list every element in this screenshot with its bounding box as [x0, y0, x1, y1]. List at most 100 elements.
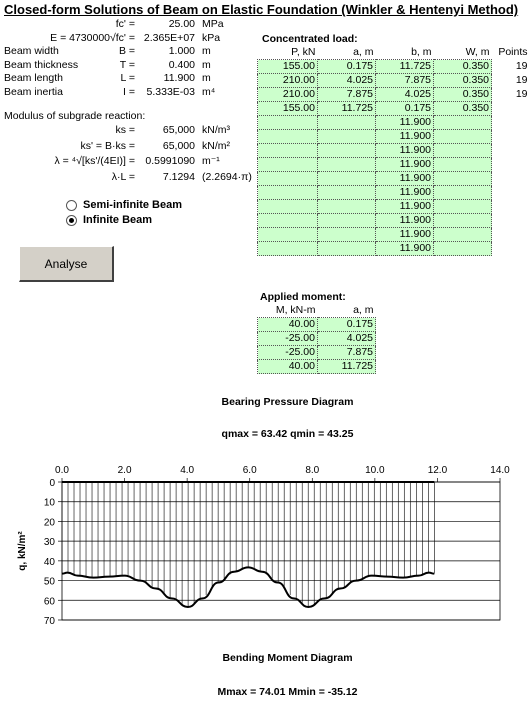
- conc-cell[interactable]: 0.175: [317, 59, 376, 74]
- conc-cell[interactable]: 11.725: [317, 101, 376, 116]
- conc-cell[interactable]: 0.350: [433, 59, 492, 74]
- series-line: [61, 566, 435, 608]
- conc-cell[interactable]: [257, 185, 318, 200]
- conc-cell[interactable]: [257, 199, 318, 214]
- moment-cell[interactable]: 7.875: [317, 345, 376, 360]
- table-row: 11.900: [257, 199, 531, 214]
- param-unit: m: [202, 72, 211, 84]
- semi-infinite-option[interactable]: Semi-infinite Beam: [66, 199, 182, 211]
- conc-cell[interactable]: [257, 213, 318, 228]
- conc-cell[interactable]: 155.00: [257, 59, 318, 74]
- conc-cell[interactable]: [433, 171, 492, 186]
- param-unit: MPa: [202, 18, 224, 30]
- param-value: 5.333E-03: [146, 85, 195, 98]
- x-tick-label: 2.0: [118, 465, 132, 476]
- moment-cell[interactable]: 40.00: [257, 317, 318, 332]
- conc-cell[interactable]: [257, 227, 318, 242]
- conc-cell[interactable]: [317, 185, 376, 200]
- semi-infinite-label: Semi-infinite Beam: [83, 199, 183, 211]
- x-tick-label: 8.0: [305, 465, 319, 476]
- conc-cell[interactable]: [257, 129, 318, 144]
- conc-cell[interactable]: [317, 171, 376, 186]
- moment-cell[interactable]: -25.00: [257, 345, 318, 360]
- param-value: 25.00: [168, 18, 195, 30]
- conc-cell[interactable]: [433, 157, 492, 172]
- conc-cell[interactable]: [433, 115, 492, 130]
- moment-cell[interactable]: 0.175: [317, 317, 376, 332]
- table-row: 11.900: [257, 227, 531, 242]
- moment-cell[interactable]: 11.725: [317, 359, 376, 374]
- conc-cell: [492, 186, 531, 200]
- conc-cell[interactable]: 0.350: [433, 73, 492, 88]
- conc-cell[interactable]: 210.00: [257, 87, 318, 102]
- conc-cell[interactable]: [257, 143, 318, 158]
- conc-cell[interactable]: [433, 241, 492, 256]
- conc-cell[interactable]: [317, 143, 376, 158]
- table-row: 11.900: [257, 157, 531, 172]
- conc-cell[interactable]: [317, 227, 376, 242]
- table-row: 210.00 4.025 7.875 0.350 19: [257, 73, 531, 88]
- conc-cell[interactable]: 0.350: [433, 87, 492, 102]
- conc-cell[interactable]: [257, 157, 318, 172]
- analyse-button[interactable]: Analyse: [19, 246, 114, 282]
- concentrated-load-table: P, kN a, m b, m W, m Points 155.00 0.175 11.725…: [257, 46, 531, 256]
- conc-cell[interactable]: 0.175: [375, 101, 434, 116]
- conc-cell[interactable]: 7.875: [317, 87, 376, 102]
- conc-cell[interactable]: [433, 185, 492, 200]
- semi-infinite-radio[interactable]: [66, 199, 77, 211]
- conc-cell[interactable]: [317, 115, 376, 130]
- conc-cell[interactable]: 4.025: [375, 87, 434, 102]
- conc-cell[interactable]: 7.875: [375, 73, 434, 88]
- conc-cell[interactable]: [317, 157, 376, 172]
- table-row: 11.900: [257, 241, 531, 256]
- param-label: Beam width: [4, 45, 59, 57]
- param-label: E = 4730000√fc' =: [50, 31, 135, 44]
- conc-cell[interactable]: 0.350: [433, 101, 492, 116]
- conc-cell[interactable]: 11.900: [375, 185, 434, 200]
- conc-cell[interactable]: [317, 129, 376, 144]
- conc-cell[interactable]: 11.900: [375, 171, 434, 186]
- conc-cell[interactable]: 210.00: [257, 73, 318, 88]
- moment-cell[interactable]: -25.00: [257, 331, 318, 346]
- subgrade-unit: m⁻¹: [202, 155, 220, 167]
- conc-cell[interactable]: 11.900: [375, 115, 434, 130]
- conc-cell[interactable]: 11.900: [375, 129, 434, 144]
- table-row: 40.00 11.725: [257, 359, 376, 374]
- applied-moment-title: Applied moment:: [260, 291, 346, 303]
- conc-cell[interactable]: 11.900: [375, 213, 434, 228]
- param-unit: kPa: [202, 31, 221, 44]
- conc-cell[interactable]: [317, 213, 376, 228]
- conc-cell[interactable]: [257, 171, 318, 186]
- conc-cell[interactable]: [433, 129, 492, 144]
- subgrade-unit: kN/m³: [202, 124, 230, 136]
- conc-cell[interactable]: 11.900: [375, 199, 434, 214]
- moment-cell[interactable]: 40.00: [257, 359, 318, 374]
- conc-cell[interactable]: [317, 241, 376, 256]
- conc-cell[interactable]: 11.900: [375, 157, 434, 172]
- conc-cell[interactable]: [433, 227, 492, 242]
- conc-cell[interactable]: [433, 199, 492, 214]
- conc-cell[interactable]: 11.900: [375, 143, 434, 158]
- param-symbol: T =: [119, 58, 135, 71]
- subgrade-value: 65,000: [162, 139, 195, 152]
- conc-cell[interactable]: 11.725: [375, 59, 434, 74]
- infinite-option[interactable]: Infinite Beam: [66, 214, 152, 226]
- subgrade-value: 7.1294: [162, 170, 195, 183]
- conc-cell: [492, 200, 531, 214]
- conc-cell[interactable]: 4.025: [317, 73, 376, 88]
- conc-cell: 19: [515, 88, 528, 100]
- y-tick-label: 70: [44, 616, 56, 627]
- conc-cell[interactable]: 11.900: [375, 241, 434, 256]
- conc-cell[interactable]: [317, 199, 376, 214]
- conc-cell[interactable]: 11.900: [375, 227, 434, 242]
- conc-cell: [492, 158, 531, 172]
- conc-cell[interactable]: 155.00: [257, 101, 318, 116]
- param-symbol: L =: [120, 72, 136, 84]
- conc-cell[interactable]: [433, 143, 492, 158]
- conc-cell[interactable]: [433, 213, 492, 228]
- moment-cell[interactable]: 4.025: [317, 331, 376, 346]
- conc-cell[interactable]: [257, 115, 318, 130]
- conc-cell[interactable]: [257, 241, 318, 256]
- infinite-radio[interactable]: [66, 214, 77, 226]
- bearing-pressure-chart: 0 10 20 30 40 50 60 70 0.0 2.0 4.0 6.0 8.0 10.0 12.0 14…: [17, 465, 510, 627]
